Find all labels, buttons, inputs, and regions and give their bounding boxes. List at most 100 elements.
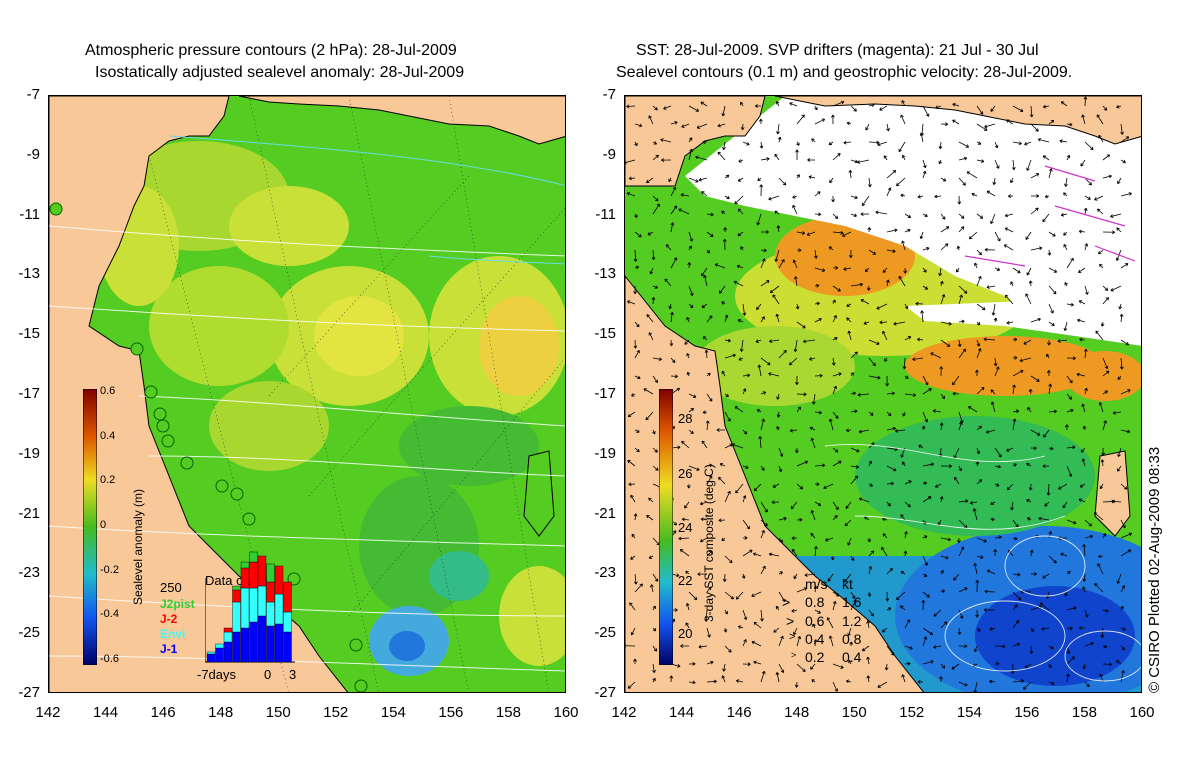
- velocity-arrow: [868, 460, 873, 467]
- velocity-arrow: [976, 303, 986, 311]
- data-count-ymax: 250: [160, 580, 182, 595]
- velocity-arrow: [773, 627, 780, 633]
- copyright-notice: © CSIRO Plotted 02-Aug-2009 08:33: [1146, 446, 1163, 693]
- velocity-arrow: [633, 339, 638, 349]
- velocity-arrow: [810, 510, 816, 521]
- velocity-arrow: [670, 311, 674, 323]
- sst-tick-20: 20: [678, 626, 693, 641]
- velocity-arrow: [760, 565, 766, 575]
- velocity-arrow: [724, 555, 733, 564]
- velocity-arrow: [845, 428, 852, 433]
- sla-tick-4: -0.2: [100, 564, 119, 576]
- velocity-arrow: [701, 191, 708, 197]
- velocity-arrow: [865, 123, 870, 131]
- velocity-arrow: [986, 569, 996, 575]
- velocity-arrow: [1082, 425, 1087, 431]
- velocity-arrow: [1066, 606, 1077, 611]
- velocity-arrow: [1102, 105, 1108, 111]
- velocity-arrow: [1097, 208, 1104, 215]
- sla-tick-5: -0.4: [100, 608, 119, 620]
- velocity-arrow: [789, 428, 798, 433]
- velocity-arrow: [811, 679, 816, 683]
- velocity-arrow: [706, 627, 711, 638]
- velocity-arrow: [699, 537, 708, 543]
- velocity-arrow: [1026, 517, 1032, 521]
- velocity-arrow: [922, 267, 927, 273]
- velocity-arrow: [1066, 356, 1076, 361]
- histogram-bar: [283, 631, 292, 663]
- histogram-bar: [257, 615, 267, 663]
- velocity-arrow: [832, 100, 845, 107]
- velocity-arrow: [847, 330, 852, 341]
- velocity-arrow: [860, 299, 870, 305]
- velocity-arrow: [722, 141, 726, 151]
- velocity-arrow: [1006, 320, 1014, 325]
- velocity-arrow: [755, 339, 762, 343]
- velocity-arrow: [634, 123, 643, 128]
- velocity-arrow: [993, 357, 998, 367]
- velocity-arrow: [861, 195, 870, 207]
- x-tick-label: 148: [784, 704, 810, 721]
- velocity-arrow: [848, 659, 852, 665]
- histogram-bar: [266, 581, 275, 603]
- velocity-arrow: [1024, 663, 1032, 669]
- velocity-arrow: [976, 159, 985, 163]
- velocity-arrow: [1117, 447, 1122, 458]
- velocity-arrow: [975, 369, 979, 377]
- x-tick-label: 158: [1071, 704, 1097, 721]
- velocity-arrow: [895, 429, 906, 433]
- velocity-arrow: [832, 501, 839, 511]
- velocity-arrow: [716, 428, 726, 432]
- velocity-arrow: [832, 153, 841, 161]
- velocity-arrow: [809, 357, 816, 361]
- sst-tick-28: 28: [678, 411, 693, 426]
- velocity-arrow: [778, 465, 783, 473]
- velocity-arrow: [814, 249, 818, 259]
- velocity-arrow: [850, 105, 857, 112]
- velocity-arrow: [742, 662, 751, 667]
- velocity-arrow: [845, 679, 852, 684]
- velocity-arrow: [627, 411, 636, 418]
- velocity-arrow: [778, 516, 787, 521]
- histogram-bar: [215, 643, 224, 649]
- histogram-bar: [257, 585, 267, 617]
- velocity-arrow: [868, 103, 875, 107]
- histogram-bar: [223, 641, 233, 663]
- velocity-arrow: [1080, 159, 1086, 167]
- velocity-arrow: [680, 193, 690, 197]
- velocity-arrow: [754, 104, 762, 108]
- velocity-arrow: [973, 562, 978, 575]
- velocity-arrow: [974, 262, 978, 269]
- velocity-arrow: [796, 635, 802, 647]
- velocity-arrow: [670, 374, 678, 379]
- velocity-arrow: [647, 231, 654, 236]
- velocity-arrow: [1006, 119, 1014, 125]
- velocity-arrow: [702, 140, 708, 144]
- velocity-arrow: [814, 283, 820, 288]
- velocity-arrow: [940, 464, 952, 468]
- velocity-arrow: [737, 208, 744, 215]
- velocity-arrow: [686, 316, 690, 323]
- velocity-arrow: [868, 140, 880, 145]
- velocity-arrow: [886, 568, 893, 575]
- velocity-arrow: [1058, 483, 1068, 490]
- velocity-arrow: [1012, 355, 1018, 360]
- histogram-bar: [232, 585, 241, 591]
- velocity-arrow: [1079, 483, 1086, 488]
- velocity-arrow: [826, 617, 834, 629]
- velocity-arrow: [1010, 281, 1014, 287]
- velocity-arrow: [737, 231, 744, 237]
- velocity-arrow: [843, 267, 852, 271]
- velocity-arrow: [1079, 626, 1086, 630]
- velocity-arrow: [814, 212, 822, 217]
- velocity-arrow: [652, 203, 660, 215]
- velocity-arrow: [814, 267, 826, 272]
- velocity-arrow: [648, 555, 654, 559]
- velocity-arrow: [1120, 645, 1125, 651]
- velocity-arrow: [1102, 608, 1109, 613]
- velocity-arrow: [1042, 155, 1050, 161]
- velocity-arrow: [756, 213, 762, 226]
- velocity-arrow: [742, 141, 750, 146]
- sealevel-colorbar: [83, 389, 97, 665]
- velocity-arrow: [912, 357, 924, 362]
